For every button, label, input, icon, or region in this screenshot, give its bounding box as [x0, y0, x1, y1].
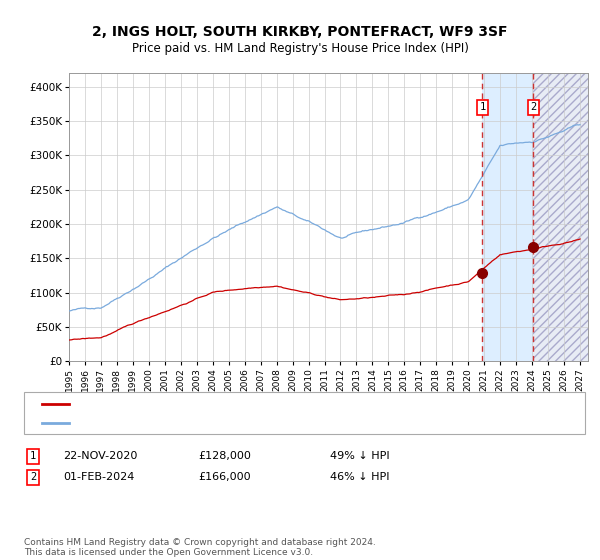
- Text: 1: 1: [479, 102, 485, 113]
- Text: Price paid vs. HM Land Registry's House Price Index (HPI): Price paid vs. HM Land Registry's House …: [131, 42, 469, 55]
- Text: 2: 2: [30, 472, 36, 482]
- Text: 1: 1: [30, 451, 36, 461]
- Text: 2, INGS HOLT, SOUTH KIRKBY, PONTEFRACT, WF9 3SF (detached house): 2, INGS HOLT, SOUTH KIRKBY, PONTEFRACT, …: [75, 399, 448, 409]
- Text: HPI: Average price, detached house, Wakefield: HPI: Average price, detached house, Wake…: [75, 418, 319, 428]
- Text: 2: 2: [530, 102, 536, 113]
- Text: 46% ↓ HPI: 46% ↓ HPI: [330, 472, 389, 482]
- Text: 22-NOV-2020: 22-NOV-2020: [63, 451, 137, 461]
- Text: £128,000: £128,000: [198, 451, 251, 461]
- Text: Contains HM Land Registry data © Crown copyright and database right 2024.
This d: Contains HM Land Registry data © Crown c…: [24, 538, 376, 557]
- Text: 01-FEB-2024: 01-FEB-2024: [63, 472, 134, 482]
- Text: £166,000: £166,000: [198, 472, 251, 482]
- Text: 2, INGS HOLT, SOUTH KIRKBY, PONTEFRACT, WF9 3SF: 2, INGS HOLT, SOUTH KIRKBY, PONTEFRACT, …: [92, 25, 508, 39]
- Bar: [482, 73, 533, 361]
- Text: 49% ↓ HPI: 49% ↓ HPI: [330, 451, 389, 461]
- Bar: [533, 73, 588, 361]
